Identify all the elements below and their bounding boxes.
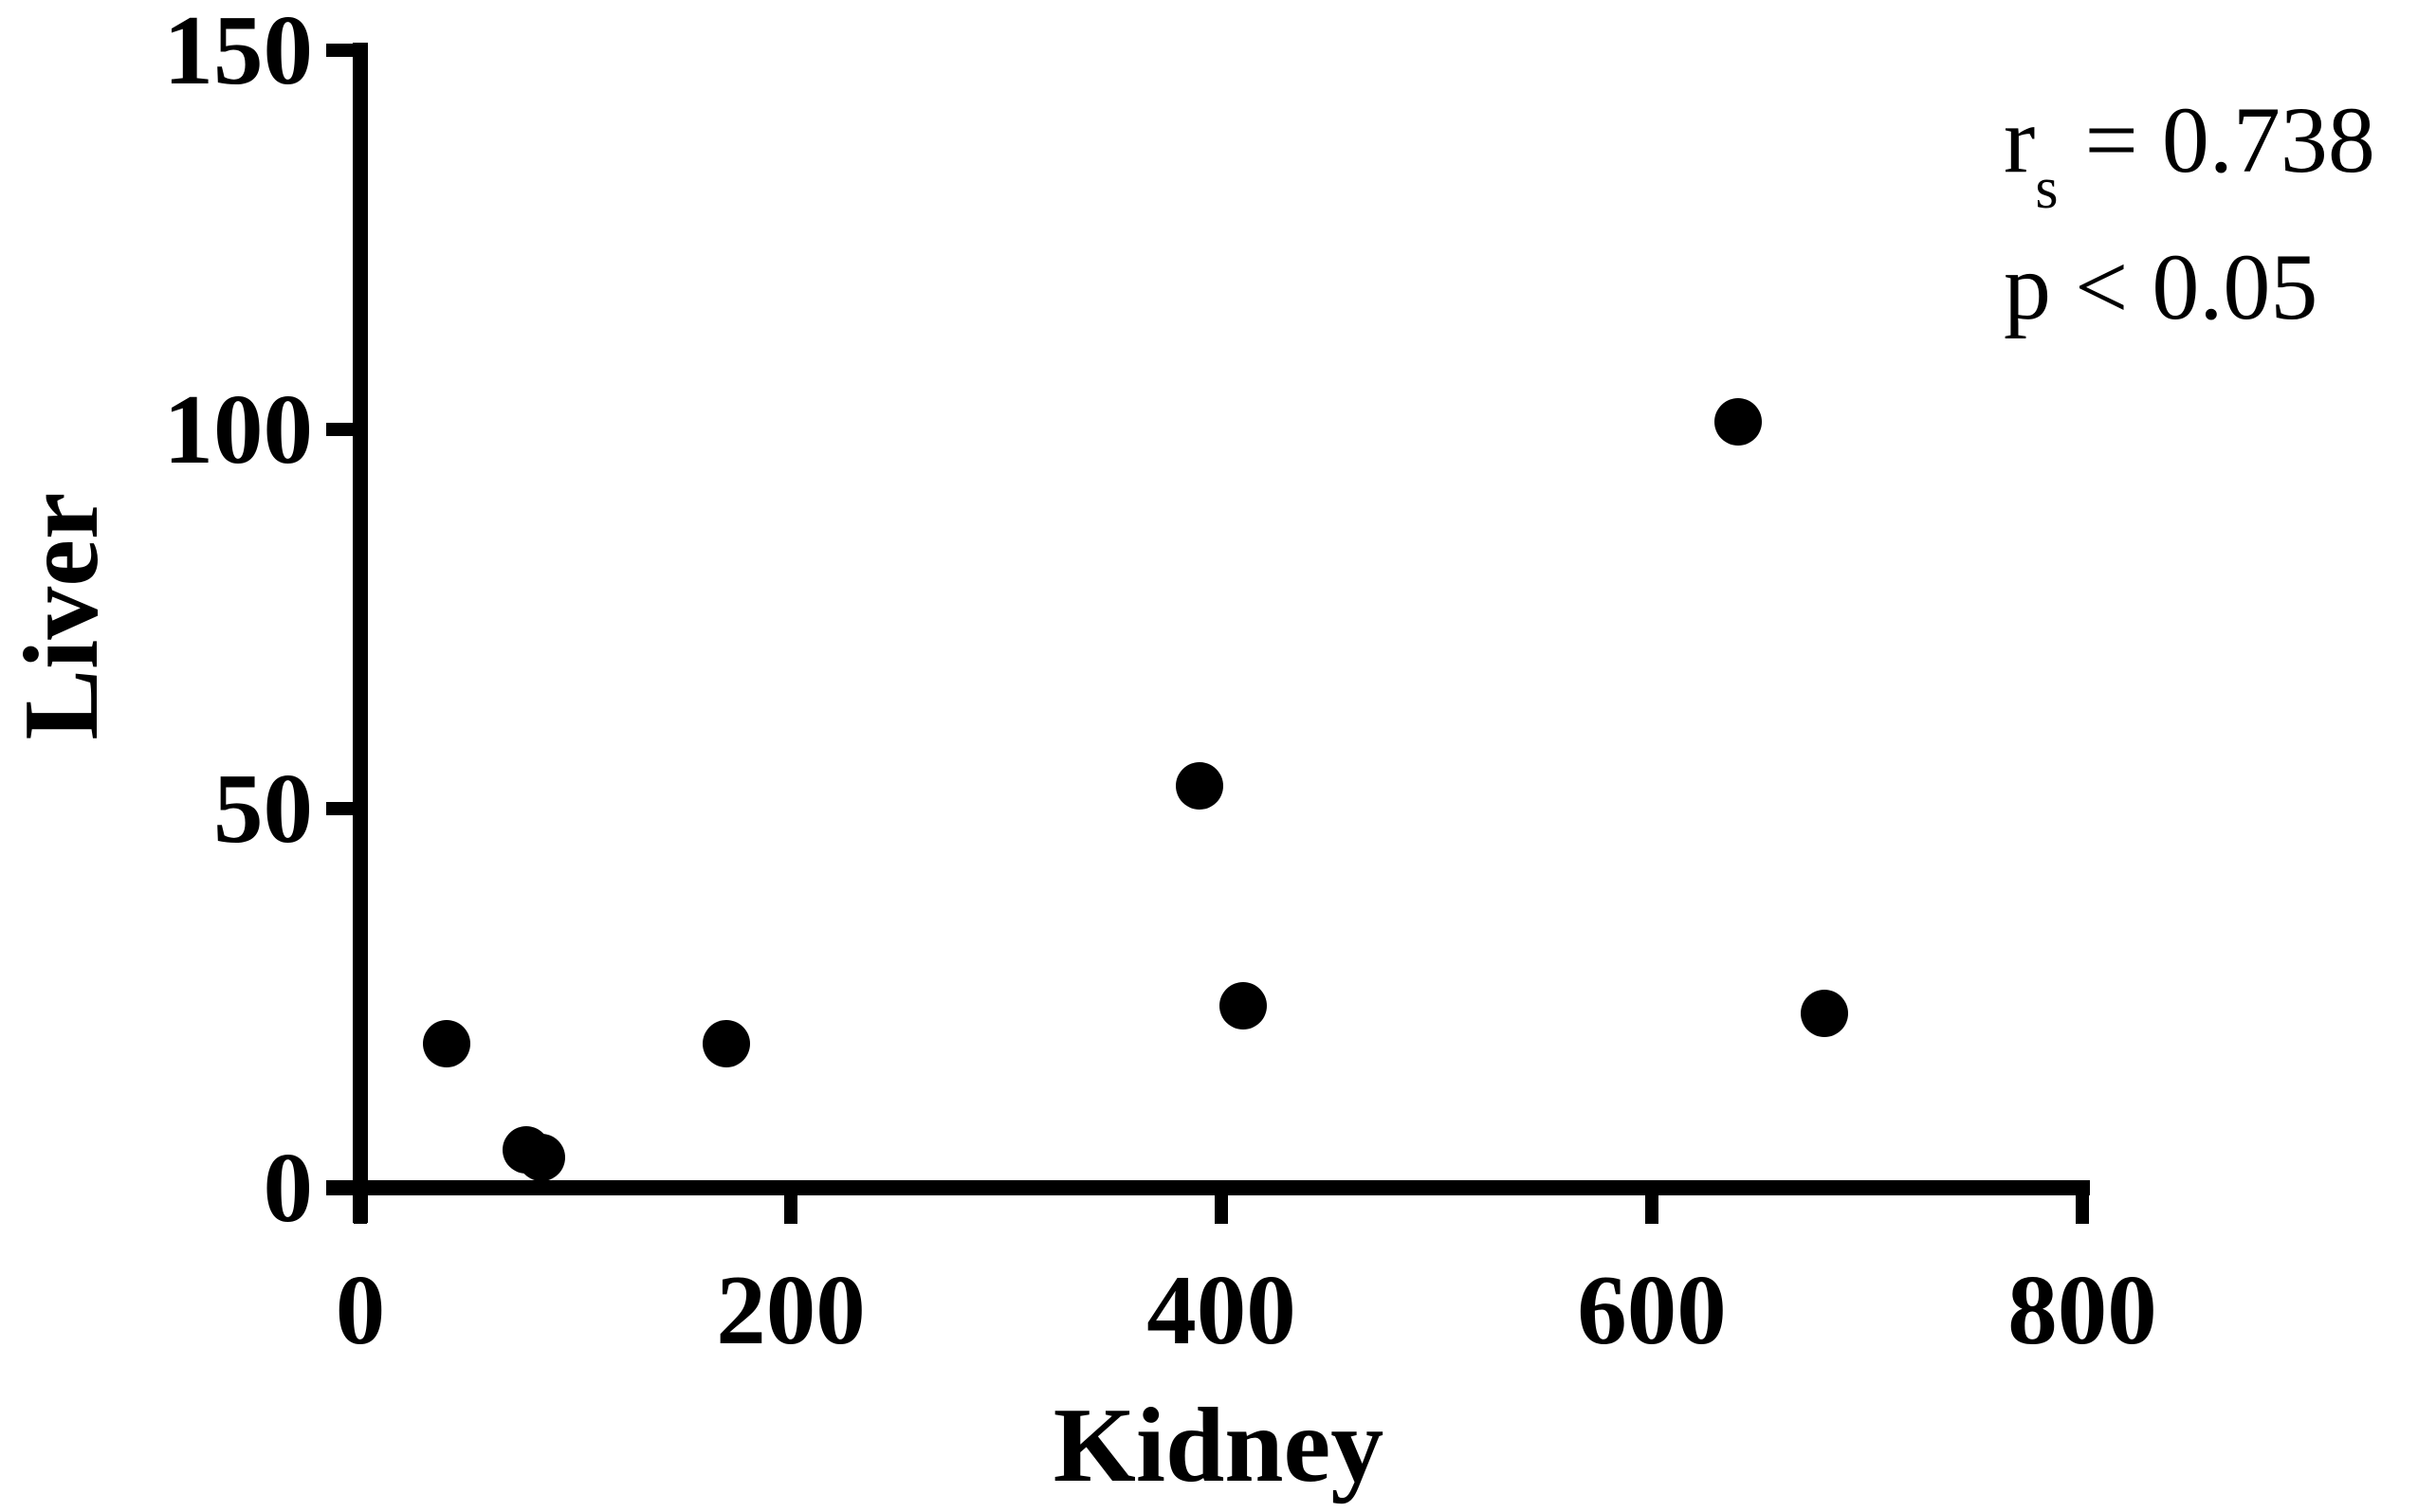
y-axis-title: Liver bbox=[3, 492, 120, 740]
x-tick bbox=[1645, 1195, 1658, 1224]
x-axis-title: Kidney bbox=[1053, 1387, 1384, 1504]
y-tick-label: 150 bbox=[163, 0, 314, 105]
x-tick bbox=[354, 1195, 367, 1224]
x-tick-label: 0 bbox=[335, 1254, 386, 1365]
y-tick-label: 0 bbox=[263, 1132, 314, 1243]
y-axis-line bbox=[353, 43, 368, 1223]
data-point bbox=[1800, 990, 1848, 1037]
x-tick-label: 800 bbox=[2007, 1254, 2157, 1365]
x-tick-label: 600 bbox=[1577, 1254, 1727, 1365]
data-point bbox=[1218, 982, 1267, 1029]
r-value: = 0.738 bbox=[2084, 87, 2375, 192]
data-point bbox=[1713, 398, 1762, 446]
y-tick bbox=[326, 802, 360, 815]
x-axis-line bbox=[326, 1180, 2090, 1195]
y-tick-label: 100 bbox=[163, 373, 314, 484]
y-tick-label: 50 bbox=[213, 753, 313, 864]
r-subscript: s bbox=[2035, 156, 2059, 222]
r-line: rs = 0.738 bbox=[2004, 66, 2375, 218]
r-symbol: r bbox=[2004, 87, 2036, 192]
x-tick-label: 200 bbox=[716, 1254, 866, 1365]
data-point bbox=[702, 1020, 750, 1067]
y-tick bbox=[326, 1181, 360, 1194]
x-tick bbox=[2076, 1195, 2089, 1224]
data-point bbox=[517, 1134, 565, 1181]
y-tick bbox=[326, 423, 360, 436]
correlation-annotation: rs = 0.738 p < 0.05 bbox=[2004, 66, 2375, 360]
data-point bbox=[1176, 762, 1224, 810]
data-point bbox=[422, 1020, 470, 1067]
x-tick bbox=[1215, 1195, 1228, 1224]
x-tick bbox=[784, 1195, 797, 1224]
y-tick bbox=[326, 44, 360, 57]
p-line: p < 0.05 bbox=[2004, 234, 2318, 339]
x-tick-label: 400 bbox=[1146, 1254, 1296, 1365]
